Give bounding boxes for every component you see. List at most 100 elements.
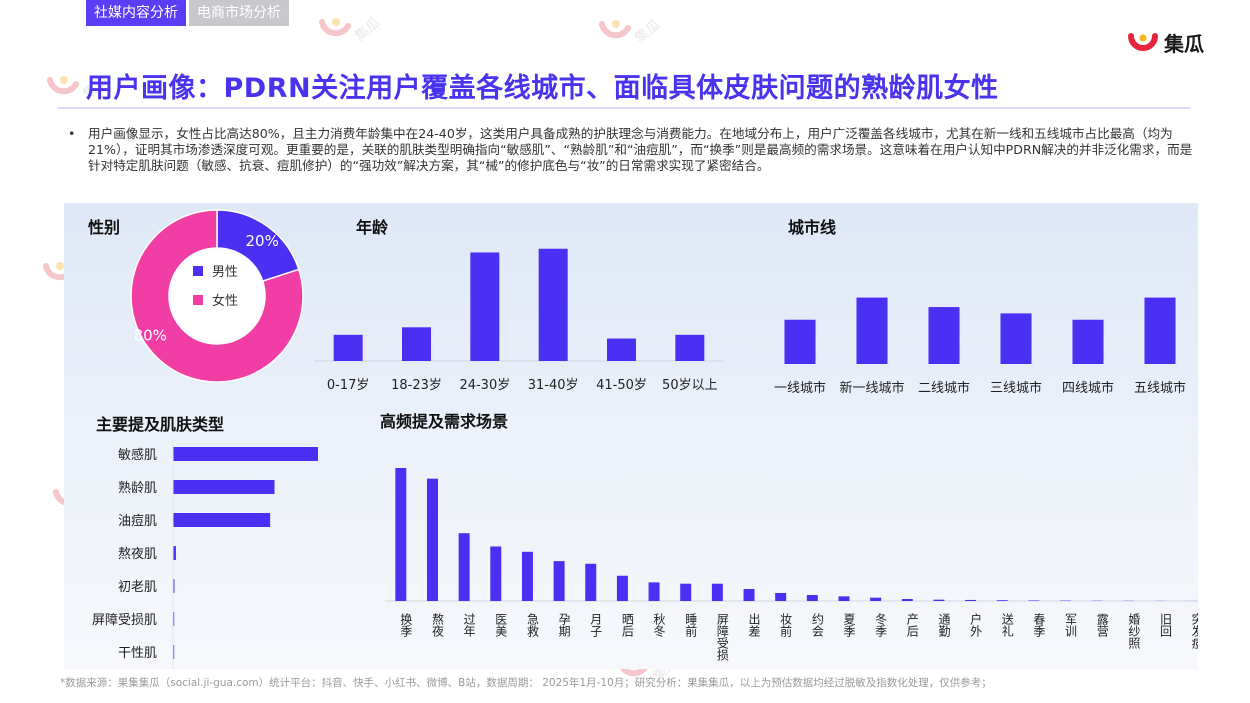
age-tick-label: 18-23岁 xyxy=(391,378,442,393)
scene-bar xyxy=(585,563,597,601)
skin-tick-label: 熬夜肌 xyxy=(118,546,157,562)
skin-bar xyxy=(173,447,318,461)
svg-text:集瓜: 集瓜 xyxy=(351,14,380,45)
city-tick-label: 五线城市 xyxy=(1134,380,1186,396)
scene-bar xyxy=(933,599,945,601)
city-bar xyxy=(1000,313,1032,364)
scene-tick-label: 通勤 xyxy=(937,613,951,637)
scene-tick-label: 送礼 xyxy=(1000,612,1014,638)
city-title: 城市线 xyxy=(788,218,837,237)
svg-text:集瓜: 集瓜 xyxy=(631,16,660,47)
gender-legend-label: 女性 xyxy=(212,293,238,309)
age-tick-label: 41-50岁 xyxy=(596,378,647,393)
skin-tick-label: 油痘肌 xyxy=(118,514,157,529)
age-bar xyxy=(538,248,568,361)
skin-bar xyxy=(173,546,176,560)
city-bar xyxy=(928,307,960,364)
gender-slice-label: 20% xyxy=(246,232,279,250)
scene-bar xyxy=(901,599,913,601)
scene-tick-label: 户外 xyxy=(969,612,983,637)
scene-tick-label: 过年 xyxy=(462,613,476,637)
scene-tick-label: 秋冬 xyxy=(652,613,666,638)
skin-bar xyxy=(173,579,175,593)
city-tick-label: 一线城市 xyxy=(774,380,826,396)
scene-tick-label: 婚纱照 xyxy=(1127,613,1141,650)
page-title: 用户画像：PDRN关注用户覆盖各线城市、面临具体皮肤问题的熟龄肌女性 xyxy=(86,73,999,104)
age-tick-label: 31-40岁 xyxy=(528,378,579,393)
skin-tick-label: 敏感肌 xyxy=(118,447,157,463)
logo-text: 集瓜 xyxy=(1164,32,1204,56)
scene-tick-label: 出差 xyxy=(747,613,761,637)
gender-title: 性别 xyxy=(88,218,121,237)
gender-slice-1 xyxy=(130,209,304,383)
chart-panel: 性别 年龄 城市线 主要提及肌肤类型 高频提及需求场景 20% 80% 男性 女性 0-… xyxy=(64,203,1198,669)
scene-bar xyxy=(521,551,533,601)
scene-bar xyxy=(426,478,438,601)
age-bar xyxy=(333,334,363,361)
jigua-watermark-icon: 集瓜 xyxy=(319,14,384,45)
scene-tick-label: 冬季 xyxy=(874,612,888,638)
scene-bar xyxy=(996,600,1008,601)
brand-logo: 集瓜 xyxy=(1128,28,1204,57)
scene-bar xyxy=(838,596,850,601)
jigua-watermark: 集瓜 xyxy=(46,66,112,118)
age-tick-label: 50岁以上 xyxy=(662,378,718,393)
city-bar xyxy=(784,319,816,364)
gender-legend-label: 男性 xyxy=(212,265,238,280)
skin-bar xyxy=(173,612,175,626)
scene-bar xyxy=(553,561,565,601)
scene-tick-label: 熬夜 xyxy=(430,612,444,638)
tab-ecommerce-market[interactable]: 电商市场分析 xyxy=(189,0,289,26)
scene-tick-label: 夏季 xyxy=(842,613,856,638)
scene-tick-label: 屏障受损 xyxy=(715,613,729,662)
scene-tick-label: 露营 xyxy=(1095,613,1109,638)
scene-bar xyxy=(648,582,660,601)
skin-bar xyxy=(173,513,271,527)
summary-paragraph: • 用户画像显示，女性占比高达80%，且主力消费年龄集中在24-40岁，这类用户… xyxy=(68,126,1198,174)
jigua-watermark-icon: 集瓜 xyxy=(47,72,112,103)
gender-legend-swatch xyxy=(193,266,203,276)
scene-bar xyxy=(458,533,470,601)
scene-tick-label: 月子 xyxy=(589,613,603,637)
skin-tick-label: 初老肌 xyxy=(118,580,157,595)
scene-tick-label: 孕期 xyxy=(557,613,571,637)
jigua-watermark: 集瓜 xyxy=(598,10,664,62)
scene-tick-label: 医美 xyxy=(494,613,508,637)
scene-tick-label: 春季 xyxy=(1032,613,1046,638)
scene-tick-label: 约会 xyxy=(810,612,824,638)
city-bar xyxy=(1144,297,1176,364)
data-source-footnote: *数据来源：果集集瓜（social.ji-gua.com）统计平台：抖音、快手、… xyxy=(60,677,992,689)
jigua-watermark-icon: 集瓜 xyxy=(599,16,664,47)
skin-bar xyxy=(173,645,175,659)
scene-bar xyxy=(490,546,502,601)
scene-bar xyxy=(680,583,692,601)
scene-tick-label: 换季 xyxy=(399,613,413,638)
gender-slice-label: 80% xyxy=(134,326,167,344)
age-title: 年龄 xyxy=(356,218,389,237)
age-bar xyxy=(470,252,500,361)
scene-tick-label: 晒后 xyxy=(620,613,634,637)
age-tick-label: 0-17岁 xyxy=(327,378,370,393)
skin-tick-label: 干性肌 xyxy=(118,646,157,661)
city-tick-label: 新一线城市 xyxy=(839,380,904,396)
tab-social-content[interactable]: 社媒内容分析 xyxy=(86,0,186,26)
jigua-logo-icon xyxy=(1128,32,1158,51)
jigua-watermark: 集瓜 xyxy=(318,8,384,60)
scene-tick-label: 军训 xyxy=(1064,613,1078,637)
demand-scene-title: 高频提及需求场景 xyxy=(380,412,509,431)
scene-tick-label: 妆前 xyxy=(779,613,793,637)
scene-bar xyxy=(965,599,977,601)
tab-bar: 社媒内容分析 电商市场分析 xyxy=(86,0,289,26)
skin-bar xyxy=(173,480,275,494)
summary-text: 用户画像显示，女性占比高达80%，且主力消费年龄集中在24-40岁，这类用户具备… xyxy=(88,126,1193,173)
age-bar xyxy=(675,334,705,361)
scene-bar xyxy=(806,595,818,601)
scene-tick-label: 突发痘 xyxy=(1190,612,1198,650)
skin-tick-label: 熟龄肌 xyxy=(118,480,157,496)
skin-tick-label: 屏障受损肌 xyxy=(92,613,157,628)
city-tick-label: 四线城市 xyxy=(1062,380,1114,396)
scene-bar xyxy=(395,468,407,601)
scene-bar xyxy=(711,583,723,601)
scene-bar xyxy=(775,593,787,601)
